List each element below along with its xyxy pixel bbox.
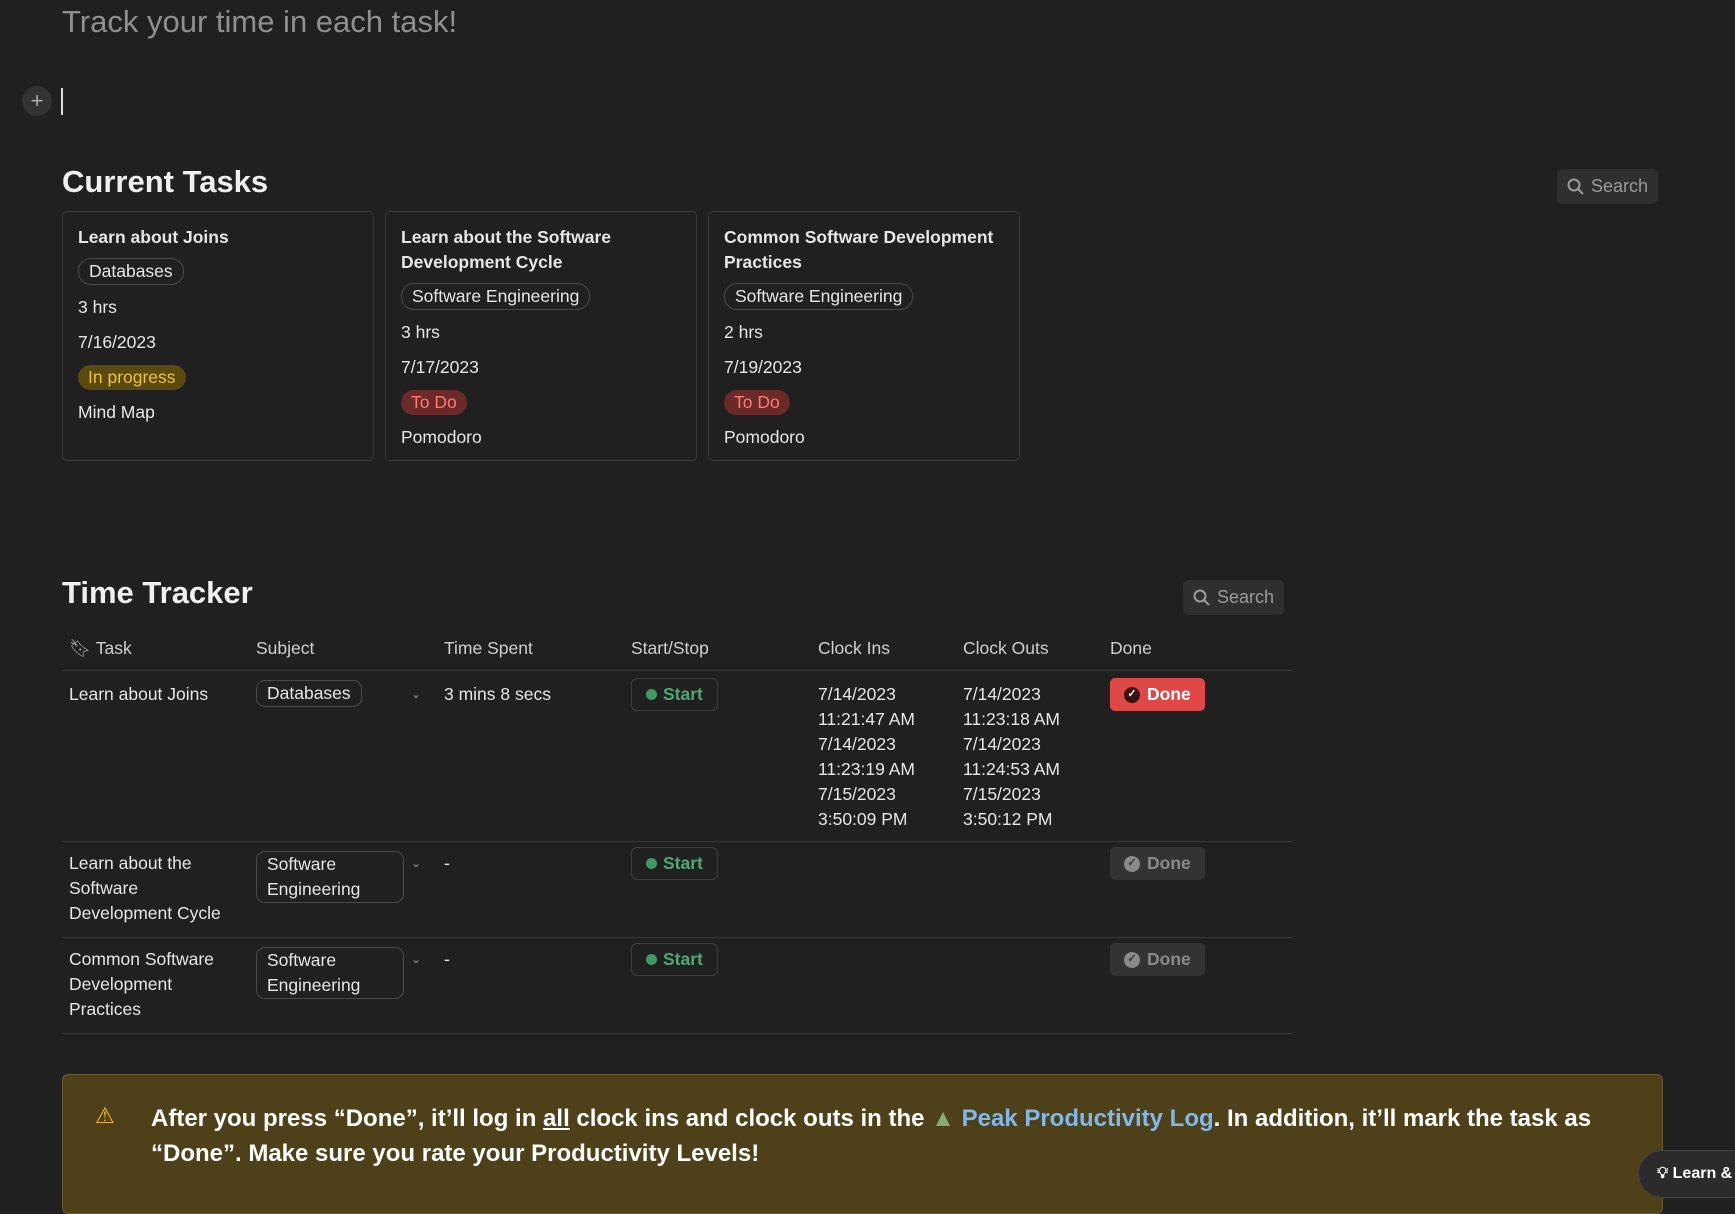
subject-select[interactable]: Software Engineering (256, 851, 404, 903)
green-dot-icon (646, 689, 657, 700)
search-label: Search (1591, 176, 1649, 196)
task-card[interactable]: Learn about the Software Development Cyc… (385, 211, 697, 461)
subject-select[interactable]: Databases (256, 680, 362, 707)
start-button[interactable]: Start (631, 847, 718, 880)
card-title: Common Software Development Practices (724, 227, 994, 272)
column-start-stop[interactable]: Start/Stop (631, 638, 709, 658)
search-label: Search (1217, 587, 1275, 607)
clock-ins: 7/14/2023 11:21:47 AM 7/14/2023 11:23:19… (818, 684, 915, 829)
status-badge: In progress (78, 365, 186, 390)
subject-tag: Software Engineering (724, 283, 914, 310)
warning-icon: ⚠ (95, 1103, 115, 1128)
add-block-button[interactable]: + (22, 86, 52, 116)
peak-productivity-log-link[interactable]: Peak Productivity Log (961, 1105, 1214, 1132)
bookmark-icon: 🔖︎ (69, 638, 92, 658)
card-hours: 3 hrs (401, 322, 440, 342)
table-row: Common Software Development Practices So… (62, 938, 1292, 1034)
subject-select[interactable]: Software Engineering (256, 947, 404, 999)
done-button[interactable]: ✓ Done (1110, 678, 1205, 711)
task-card[interactable]: Common Software Development Practices So… (708, 211, 1020, 461)
start-button[interactable]: Start (631, 678, 718, 711)
table-row: Learn about Joins Databases ⌄ 3 mins 8 s… (62, 671, 1292, 842)
search-icon (1567, 178, 1584, 195)
chevron-down-icon[interactable]: ⌄ (411, 856, 422, 870)
table-header: 🔖︎ Task Subject Time Spent Start/Stop Cl… (62, 630, 1292, 671)
column-task[interactable]: 🔖︎ Task (69, 638, 132, 658)
text-cursor (61, 88, 63, 115)
chevron-down-icon[interactable]: ⌄ (411, 952, 422, 966)
card-date: 7/19/2023 (724, 357, 802, 377)
check-circle-icon: ✓ (1124, 951, 1140, 968)
card-hours: 2 hrs (724, 322, 763, 342)
check-circle-icon: ✓ (1124, 855, 1140, 872)
card-method: Pomodoro (724, 427, 805, 447)
search-icon (1193, 589, 1210, 606)
page-subtitle: Track your time in each task! (62, 4, 458, 39)
current-tasks-search-button[interactable]: Search (1557, 169, 1659, 204)
lightbulb-icon: 💡︎ (1657, 1165, 1669, 1182)
green-dot-icon (646, 954, 657, 965)
task-card[interactable]: Learn about Joins Databases 3 hrs 7/16/2… (62, 211, 374, 461)
start-button[interactable]: Start (631, 943, 718, 976)
task-name[interactable]: Learn about the Software Development Cyc… (69, 853, 221, 923)
check-circle-icon: ✓ (1124, 686, 1140, 703)
clock-outs: 7/14/2023 11:23:18 AM 7/14/2023 11:24:53… (963, 684, 1060, 829)
subject-tag: Databases (78, 258, 184, 285)
status-badge: To Do (401, 390, 467, 415)
task-name[interactable]: Common Software Development Practices (69, 949, 214, 1019)
card-method: Mind Map (78, 402, 155, 422)
card-date: 7/16/2023 (78, 332, 156, 352)
mountain-icon: ▲ (931, 1105, 955, 1132)
done-button[interactable]: ✓ Done (1110, 943, 1205, 976)
card-title: Learn about Joins (78, 227, 229, 247)
current-tasks-heading: Current Tasks (62, 164, 269, 199)
time-spent: - (444, 853, 450, 873)
card-date: 7/17/2023 (401, 357, 479, 377)
done-button[interactable]: ✓ Done (1110, 847, 1205, 880)
callout: After you press “Done”, it’ll log in all… (62, 1074, 1663, 1214)
time-tracker-table: 🔖︎ Task Subject Time Spent Start/Stop Cl… (62, 630, 1292, 1034)
column-clock-ins[interactable]: Clock Ins (818, 638, 890, 658)
column-clock-outs[interactable]: Clock Outs (963, 638, 1049, 658)
column-time-spent[interactable]: Time Spent (444, 638, 533, 658)
card-method: Pomodoro (401, 427, 482, 447)
card-hours: 3 hrs (78, 297, 117, 317)
chevron-down-icon[interactable]: ⌄ (411, 687, 422, 701)
table-row: Learn about the Software Development Cyc… (62, 842, 1292, 938)
time-spent: 3 mins 8 secs (444, 684, 551, 704)
card-title: Learn about the Software Development Cyc… (401, 227, 612, 272)
time-tracker-search-button[interactable]: Search (1183, 580, 1285, 615)
time-spent: - (444, 949, 450, 969)
green-dot-icon (646, 858, 657, 869)
help-button[interactable]: 💡︎ Learn & (1638, 1150, 1735, 1198)
time-tracker-heading: Time Tracker (62, 575, 253, 610)
subject-tag: Software Engineering (401, 283, 591, 310)
column-done[interactable]: Done (1110, 638, 1152, 658)
status-badge: To Do (724, 390, 790, 415)
task-name[interactable]: Learn about Joins (69, 684, 209, 704)
column-subject[interactable]: Subject (256, 638, 315, 658)
